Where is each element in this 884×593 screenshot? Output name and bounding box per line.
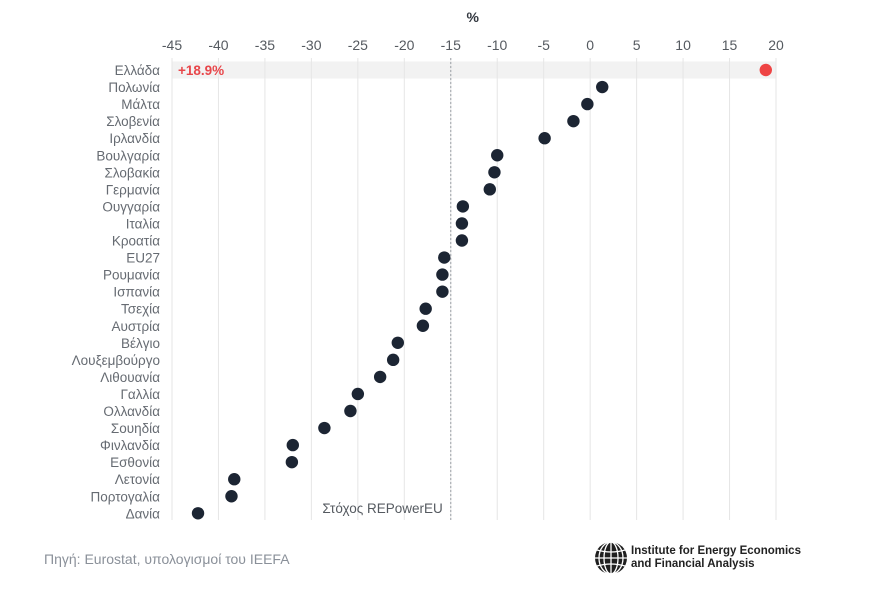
data-point — [286, 438, 299, 452]
category-label: Σουηδία — [111, 421, 160, 436]
x-tick-label: -40 — [208, 37, 228, 53]
data-point — [483, 183, 496, 196]
dot-plot-chart: % -45 -40 -35 -30 -25 -20 -15 -10 -5 0 5 10 15 20 Στόχο… — [72, 9, 784, 521]
category-label: Πολωνία — [108, 80, 160, 95]
category-label: Εσθονία — [110, 455, 160, 470]
category-label: Μάλτα — [121, 97, 160, 112]
x-tick-label: -20 — [394, 37, 414, 53]
data-point — [285, 455, 299, 469]
category-label: Κροατία — [112, 234, 160, 249]
data-point — [386, 353, 400, 367]
data-point — [191, 507, 205, 520]
data-point — [225, 490, 238, 503]
data-point — [455, 234, 469, 247]
category-label: Σλοβενία — [106, 114, 160, 129]
category-label: EU27 — [126, 251, 160, 266]
category-label: Λιθουανία — [100, 370, 160, 385]
category-label: Λετονία — [115, 472, 160, 487]
data-point — [391, 336, 405, 349]
category-label: Ολλανδία — [103, 404, 160, 419]
category-label: Ουγγαρία — [102, 199, 160, 214]
category-label: Δανία — [126, 506, 161, 521]
x-tick-label: 20 — [768, 37, 784, 53]
category-label: Λουξεμβούργο — [72, 353, 160, 368]
source-note: Πηγή: Eurostat, υπολογισμοί του IEEFA — [44, 551, 290, 567]
data-point — [318, 421, 331, 435]
data-point — [567, 114, 580, 128]
data-point — [351, 387, 365, 401]
x-tick-label: -30 — [301, 37, 321, 53]
data-point — [759, 63, 772, 77]
data-point — [436, 285, 449, 298]
ieefa-logo: Institute for Energy Economics and Finan… — [593, 540, 833, 580]
unit-label: % — [467, 9, 480, 25]
category-label: Ισπανία — [113, 285, 160, 300]
data-point — [455, 217, 469, 230]
category-label: Σλοβακία — [104, 165, 160, 180]
category-label: Ιρλανδία — [109, 131, 160, 146]
x-tick-label: 10 — [675, 37, 691, 53]
data-point — [416, 319, 430, 332]
x-tick-label: -10 — [487, 37, 507, 53]
category-label: Ρουμανία — [103, 268, 160, 283]
data-point — [488, 166, 501, 179]
data-point — [596, 80, 609, 94]
category-label: Γαλλία — [120, 387, 160, 402]
logo-line-1: Institute for Energy Economics — [631, 545, 801, 557]
data-point — [344, 404, 357, 418]
category-label: Πορτογαλία — [90, 489, 160, 504]
globe-icon — [595, 541, 627, 575]
data-point — [581, 97, 594, 111]
data-point — [436, 268, 449, 281]
x-tick-label: 15 — [722, 37, 738, 53]
highlight-band — [172, 61, 776, 79]
category-label: Τσεχία — [121, 302, 160, 317]
x-tick-label: -25 — [348, 37, 368, 53]
x-tick-label: 5 — [633, 37, 641, 53]
x-tick-label: -5 — [537, 37, 550, 53]
data-point — [228, 473, 241, 486]
x-tick-label: -35 — [255, 37, 275, 53]
category-label: Ιταλία — [126, 216, 160, 231]
target-label: Στόχος REPowerEU — [322, 501, 442, 516]
x-tick-label: -45 — [162, 37, 182, 53]
category-label: Φινλανδία — [100, 438, 160, 453]
data-point — [491, 149, 504, 162]
category-label: Αυστρία — [111, 319, 160, 334]
category-label: Ελλάδα — [115, 63, 161, 78]
logo-line-2: and Financial Analysis — [631, 558, 755, 570]
data-point — [456, 200, 470, 213]
category-label: Βέλγιο — [121, 336, 160, 351]
x-tick-label: -15 — [441, 37, 461, 53]
data-point — [419, 302, 432, 315]
data-point — [538, 132, 551, 145]
highlight-value-label: +18.9% — [178, 63, 224, 78]
x-tick-label: 0 — [586, 37, 594, 53]
logo-text: Institute for Energy Economics and Finan… — [631, 545, 801, 571]
data-point — [373, 370, 387, 384]
data-point — [438, 251, 451, 264]
category-label: Γερμανία — [106, 182, 160, 197]
category-label: Βουλγαρία — [96, 148, 160, 163]
